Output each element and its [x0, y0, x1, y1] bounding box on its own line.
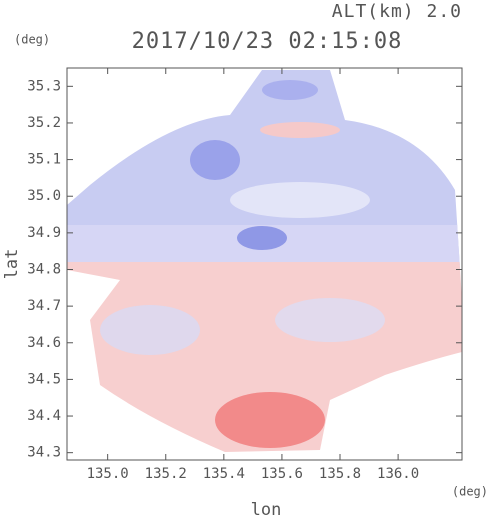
plot-frame — [66, 67, 463, 461]
y-tick-label: 34.7 — [27, 298, 61, 314]
chart-title: 2017/10/23 02:15:08 — [132, 29, 403, 54]
altitude: ALT(km) 2.0 — [332, 1, 462, 22]
y-tick-label: 34.3 — [27, 445, 61, 461]
x-axis-label: lon — [251, 500, 282, 520]
y-tick-label: 35.2 — [27, 115, 61, 131]
x-tick-label: 135.8 — [319, 466, 361, 482]
y-tick-label: 34.6 — [27, 335, 61, 351]
y-tick-label: 34.4 — [27, 408, 61, 424]
y-tick-label: 35.0 — [27, 188, 61, 204]
x-unit: (deg) — [452, 485, 488, 499]
x-tick-label: 135.2 — [145, 466, 187, 482]
x-tick-label: 135.6 — [261, 466, 303, 482]
y-tick-label: 34.8 — [27, 261, 61, 277]
x-tick-label: 135.0 — [87, 466, 129, 482]
y-tick-label: 34.9 — [27, 225, 61, 241]
y-tick-label: 34.5 — [27, 371, 61, 387]
y-tick-label: 35.1 — [27, 152, 61, 168]
x-tick-label: 135.4 — [203, 466, 245, 482]
y-unit: (deg) — [14, 33, 50, 47]
y-tick-label: 35.3 — [27, 78, 61, 94]
y-axis-label: lat — [2, 249, 22, 280]
x-tick-label: 136.0 — [377, 466, 419, 482]
radar-field — [67, 70, 462, 452]
